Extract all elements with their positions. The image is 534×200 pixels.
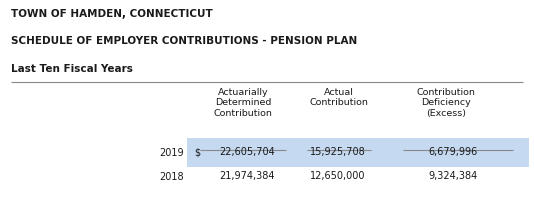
Text: Contribution
Deficiency
(Excess): Contribution Deficiency (Excess) [417, 88, 475, 118]
Text: Actual
Contribution: Actual Contribution [310, 88, 368, 107]
Text: 2018: 2018 [160, 171, 184, 182]
Text: 15,925,708: 15,925,708 [310, 148, 366, 158]
Text: 2019: 2019 [160, 148, 184, 158]
Text: Actuarially
Determined
Contribution: Actuarially Determined Contribution [214, 88, 272, 118]
Text: 9,324,384: 9,324,384 [429, 171, 478, 182]
Text: 21,974,384: 21,974,384 [219, 171, 275, 182]
Text: Last Ten Fiscal Years: Last Ten Fiscal Years [11, 64, 132, 74]
FancyBboxPatch shape [187, 138, 529, 167]
Text: 22,605,704: 22,605,704 [219, 148, 275, 158]
Text: 6,679,996: 6,679,996 [429, 148, 478, 158]
Text: SCHEDULE OF EMPLOYER CONTRIBUTIONS - PENSION PLAN: SCHEDULE OF EMPLOYER CONTRIBUTIONS - PEN… [11, 36, 357, 46]
Text: 12,650,000: 12,650,000 [310, 171, 366, 182]
Text: TOWN OF HAMDEN, CONNECTICUT: TOWN OF HAMDEN, CONNECTICUT [11, 9, 213, 19]
Text: $: $ [194, 148, 200, 158]
